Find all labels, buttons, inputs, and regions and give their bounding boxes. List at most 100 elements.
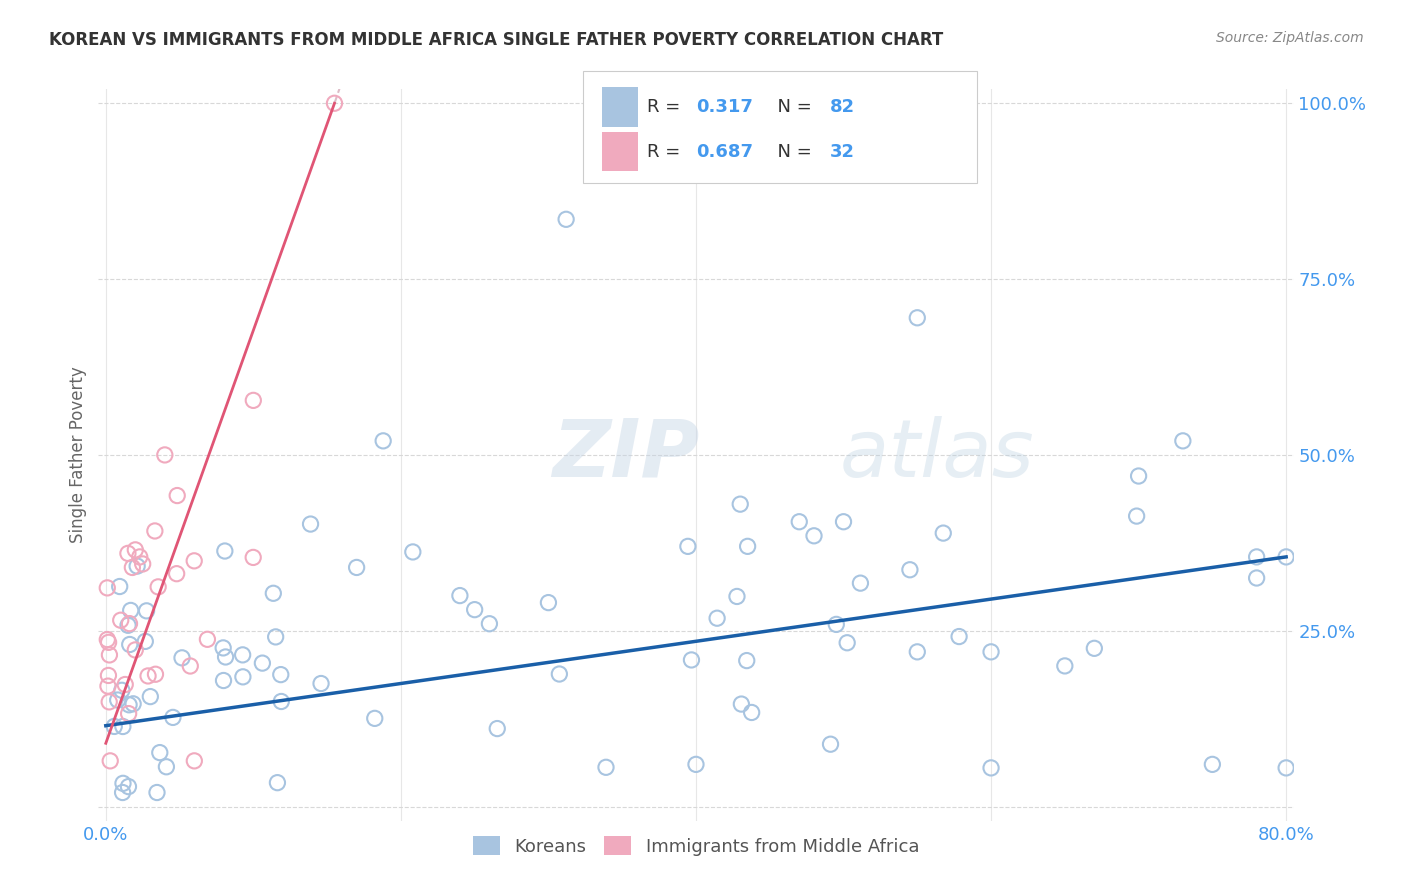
Point: [595, 760, 617, 774]
Text: KOREAN VS IMMIGRANTS FROM MIDDLE AFRICA SINGLE FATHER POVERTY CORRELATION CHART: KOREAN VS IMMIGRANTS FROM MIDDLE AFRICA …: [49, 31, 943, 49]
Point: [1171, 434, 1194, 448]
Point: [179, 659, 201, 673]
Point: [537, 596, 560, 610]
Point: [197, 632, 219, 647]
Point: [108, 580, 131, 594]
Point: [242, 550, 264, 565]
Point: [121, 560, 143, 574]
Point: [98, 648, 121, 662]
Point: [118, 616, 141, 631]
Point: [127, 559, 149, 574]
Point: [787, 515, 810, 529]
Point: [114, 677, 136, 691]
Point: [905, 645, 928, 659]
Text: 0.317: 0.317: [696, 98, 752, 116]
Point: [117, 618, 139, 632]
Point: [685, 757, 707, 772]
Point: [242, 393, 264, 408]
Point: [266, 775, 288, 789]
Point: [402, 545, 425, 559]
Point: [299, 517, 322, 532]
Point: [124, 643, 146, 657]
Point: [1201, 757, 1223, 772]
Point: [111, 776, 134, 790]
Point: [134, 634, 156, 648]
Point: [309, 676, 332, 690]
Point: [124, 542, 146, 557]
Point: [849, 576, 872, 591]
Point: [143, 524, 166, 538]
Point: [676, 540, 699, 554]
Point: [232, 670, 254, 684]
Text: 82: 82: [830, 98, 855, 116]
Point: [741, 706, 763, 720]
Point: [449, 589, 471, 603]
Point: [97, 679, 120, 693]
Point: [149, 746, 172, 760]
Point: [1128, 469, 1150, 483]
Point: [166, 566, 188, 581]
Point: [346, 560, 368, 574]
Point: [681, 653, 703, 667]
Point: [252, 656, 274, 670]
Point: [262, 586, 284, 600]
Point: [214, 650, 236, 665]
Point: [122, 697, 145, 711]
Point: [730, 697, 752, 711]
Point: [139, 690, 162, 704]
Text: N =: N =: [766, 143, 818, 161]
Point: [1246, 571, 1268, 585]
Point: [323, 96, 346, 111]
Point: [373, 434, 395, 448]
Point: [155, 760, 177, 774]
Point: [128, 549, 150, 564]
Point: [832, 515, 855, 529]
Point: [111, 719, 134, 733]
Text: R =: R =: [647, 98, 686, 116]
Point: [96, 632, 118, 647]
Point: [131, 557, 153, 571]
Point: [166, 489, 188, 503]
Point: [170, 650, 193, 665]
Point: [111, 785, 134, 799]
Text: ZIP: ZIP: [553, 416, 700, 494]
Point: [948, 630, 970, 644]
Point: [486, 722, 509, 736]
Point: [1275, 549, 1298, 564]
Legend: Koreans, Immigrants from Middle Africa: Koreans, Immigrants from Middle Africa: [465, 829, 927, 863]
Point: [464, 602, 486, 616]
Point: [803, 529, 825, 543]
Point: [183, 754, 205, 768]
Point: [183, 554, 205, 568]
Point: [1053, 659, 1076, 673]
Point: [153, 448, 176, 462]
Point: [162, 710, 184, 724]
Text: N =: N =: [766, 98, 818, 116]
Point: [97, 668, 120, 682]
Point: [728, 497, 751, 511]
Point: [117, 706, 139, 721]
Point: [146, 580, 169, 594]
Point: [118, 698, 141, 712]
Point: [120, 603, 142, 617]
Point: [737, 539, 759, 553]
Point: [980, 645, 1002, 659]
Text: Source: ZipAtlas.com: Source: ZipAtlas.com: [1216, 31, 1364, 45]
Point: [478, 616, 501, 631]
Text: R =: R =: [647, 143, 686, 161]
Point: [725, 590, 748, 604]
Point: [364, 711, 387, 725]
Point: [146, 785, 169, 799]
Point: [706, 611, 728, 625]
Point: [264, 630, 287, 644]
Point: [555, 212, 578, 227]
Point: [103, 719, 125, 733]
Text: 32: 32: [830, 143, 855, 161]
Point: [136, 669, 159, 683]
Point: [110, 613, 132, 627]
Point: [932, 526, 955, 541]
Text: atlas: atlas: [839, 416, 1035, 494]
Point: [145, 667, 167, 681]
Point: [1125, 509, 1147, 524]
Point: [735, 654, 758, 668]
